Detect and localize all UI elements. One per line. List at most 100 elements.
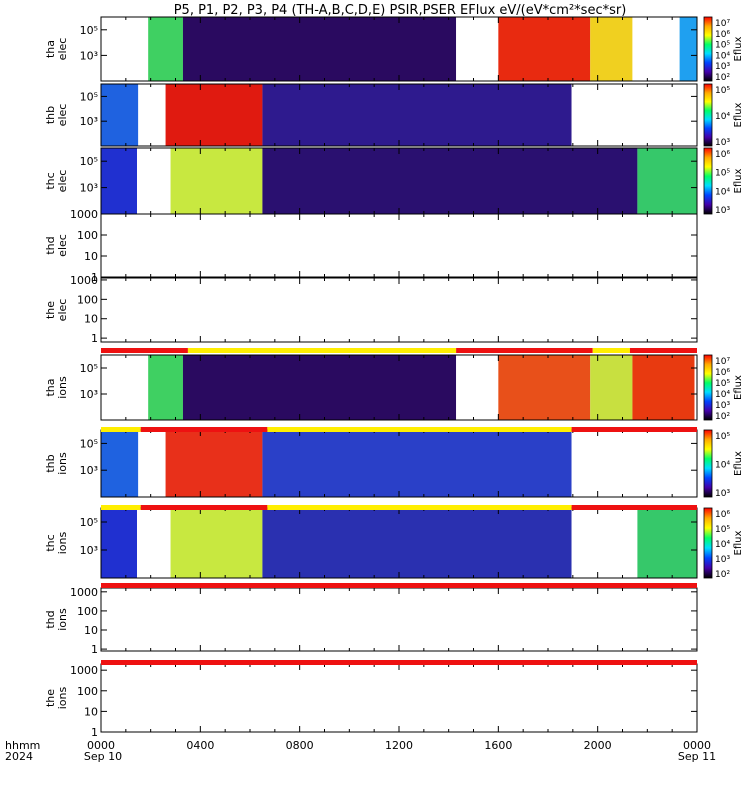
time-tick-label-0: 0000: [87, 739, 115, 752]
panel-label-species-thb-ions: ions: [56, 452, 69, 475]
colorbar-tick-tha-elec-1: 10⁶: [715, 30, 730, 40]
mode-bar-segment-0-3: [592, 348, 630, 353]
panel-label-species-thd-ions: ions: [56, 608, 69, 631]
spectrogram-block-thb-elec-1: [138, 84, 166, 146]
panel-frame-the-elec: [100, 277, 698, 343]
time-row-label-hhmm: hhmm: [5, 739, 40, 752]
mode-bar-segment-4-0: [101, 660, 697, 665]
colorbar-tick-thc-elec-1: 10⁵: [715, 169, 730, 179]
mode-bar-segment-3-0: [101, 583, 697, 588]
y-tick-label-the-elec-1: 100: [77, 293, 98, 306]
panel-the-ions: 1000 100 10 1 the ions: [44, 663, 698, 739]
colorbar-tick-thb-elec-2: 10³: [715, 138, 730, 148]
y-tick-label-the-elec-0: 1000: [70, 274, 98, 287]
spectrogram-block-thc-ions-5: [637, 508, 697, 578]
colorbar-tick-thb-ions-2: 10³: [715, 489, 730, 499]
y-tick-label-thd-ions-2: 10: [84, 624, 98, 637]
spectrogram-block-tha-elec-5: [590, 17, 633, 81]
spectrogram-block-tha-elec-7: [679, 17, 697, 81]
mode-bar-segment-0-0: [101, 348, 188, 353]
spectrogram-block-thb-ions-3: [262, 430, 572, 497]
y-tick-label-thb-ions-1: 10³: [80, 464, 98, 477]
colorbar-tick-thc-elec-0: 10⁶: [715, 150, 730, 160]
spectrogram-block-tha-ions-0: [101, 355, 149, 420]
mode-bar-segment-2-3: [571, 505, 697, 510]
panel-label-species-tha-ions: ions: [56, 376, 69, 399]
panel-label-species-thc-ions: ions: [56, 531, 69, 554]
time-tick-label-3: 1200: [385, 739, 413, 752]
colorbar-tick-thc-ions-1: 10⁵: [715, 525, 730, 535]
panel-label-probe-tha-elec: tha: [44, 40, 57, 58]
y-tick-label-tha-ions-1: 10³: [80, 388, 98, 401]
colorbar-tick-tha-ions-0: 10⁷: [715, 357, 730, 367]
spectrogram-block-thb-elec-4: [571, 84, 697, 146]
panel-frame-the-ions: [100, 663, 698, 733]
panel-thd-ions: 1000 100 10 1 thd ions: [44, 586, 698, 656]
mode-bar-segment-2-1: [140, 505, 268, 510]
colorbar-label-thb-elec: Eflux: [733, 102, 744, 127]
panel-thb-ions: 10⁵ 10³ thb ions 10⁵ 10⁴ 10³ Eflux: [44, 429, 744, 499]
y-tick-label-tha-ions-0: 10⁵: [80, 362, 98, 375]
date-label-start: Sep 10: [84, 750, 122, 763]
mode-bar-segment-1-0: [101, 427, 141, 432]
colorbar-tick-tha-ions-2: 10⁵: [715, 379, 730, 389]
panel-the-elec: 1000 100 10 1 the elec: [44, 274, 698, 345]
panel-label-probe-thd-ions: thd: [44, 610, 57, 628]
chart-title: P5, P1, P2, P3, P4 (TH-A,B,C,D,E) PSIR,P…: [174, 3, 627, 18]
y-tick-label-thd-ions-3: 1: [91, 643, 98, 656]
spectrogram-block-tha-ions-5: [590, 355, 633, 420]
colorbar-tick-tha-elec-2: 10⁵: [715, 41, 730, 51]
colorbar-label-thc-elec: Eflux: [733, 168, 744, 193]
colorbar-tick-tha-ions-4: 10³: [715, 401, 730, 411]
colorbar-tick-thc-elec-3: 10³: [715, 206, 730, 216]
colorbar-tha-ions: [703, 354, 713, 421]
colorbar-tick-tha-ions-1: 10⁶: [715, 368, 730, 378]
y-tick-label-tha-elec-1: 10³: [80, 49, 98, 62]
y-tick-label-thc-elec-0: 10⁵: [80, 155, 98, 168]
spectrogram-block-tha-ions-1: [148, 355, 183, 420]
y-tick-label-the-ions-3: 1: [91, 726, 98, 739]
colorbar-tick-thb-elec-1: 10⁴: [715, 112, 730, 122]
colorbar-tick-tha-elec-4: 10³: [715, 62, 730, 72]
panel-frame-thd-elec: [100, 213, 698, 278]
date-label-end: Sep 11: [678, 750, 716, 763]
spectrogram-block-thb-elec-3: [262, 84, 572, 146]
mode-bar-segment-2-2: [267, 505, 572, 510]
colorbar-tick-thc-ions-0: 10⁶: [715, 510, 730, 520]
panel-frame-thd-ions: [100, 587, 698, 652]
panel-label-species-thb-elec: elec: [56, 104, 69, 127]
colorbar-thc-elec: [703, 147, 713, 215]
spectrogram-block-tha-ions-7: [694, 355, 697, 420]
y-tick-label-the-ions-2: 10: [84, 705, 98, 718]
colorbar-tick-thc-ions-3: 10³: [715, 555, 730, 565]
colorbar-tick-tha-elec-5: 10²: [715, 73, 730, 83]
spectrogram-block-tha-elec-6: [632, 17, 680, 81]
spectrogram-block-tha-elec-3: [456, 17, 499, 81]
spectrogram-block-thc-ions-1: [137, 508, 171, 578]
panel-label-probe-thd-elec: thd: [44, 236, 57, 254]
mode-bar-segment-1-2: [267, 427, 572, 432]
panel-label-species-the-ions: ions: [56, 686, 69, 709]
colorbar-label-tha-elec: Eflux: [733, 36, 744, 61]
spectrogram-block-tha-ions-4: [498, 355, 591, 420]
time-tick-label-5: 2000: [584, 739, 612, 752]
colorbar-tha-elec: [703, 16, 713, 82]
spectrogram-block-tha-elec-0: [101, 17, 149, 81]
colorbar-tick-tha-elec-0: 10⁷: [715, 19, 730, 29]
spectrogram-block-thc-elec-4: [637, 148, 697, 214]
spectrogram-block-thb-elec-2: [165, 84, 263, 146]
y-tick-label-thd-elec-0: 1000: [70, 208, 98, 221]
panel-thc-elec: 10⁵ 10³ thc elec 10⁶ 10⁵ 10⁴ 10³ Eflux: [44, 147, 744, 216]
panel-thd-elec: 1000 100 10 1 thd elec: [44, 208, 698, 284]
spectrogram-block-tha-elec-4: [498, 17, 591, 81]
mode-bar-segment-1-1: [140, 427, 268, 432]
y-tick-label-thc-ions-1: 10³: [80, 544, 98, 557]
spectrogram-block-thb-ions-4: [571, 430, 697, 497]
panel-label-species-thd-elec: elec: [56, 234, 69, 257]
mode-bar-segment-0-4: [629, 348, 697, 353]
y-tick-label-thd-ions-0: 1000: [70, 586, 98, 599]
mode-bar-segment-2-0: [101, 505, 141, 510]
time-tick-label-2: 0800: [286, 739, 314, 752]
colorbar-label-thb-ions: Eflux: [733, 451, 744, 476]
